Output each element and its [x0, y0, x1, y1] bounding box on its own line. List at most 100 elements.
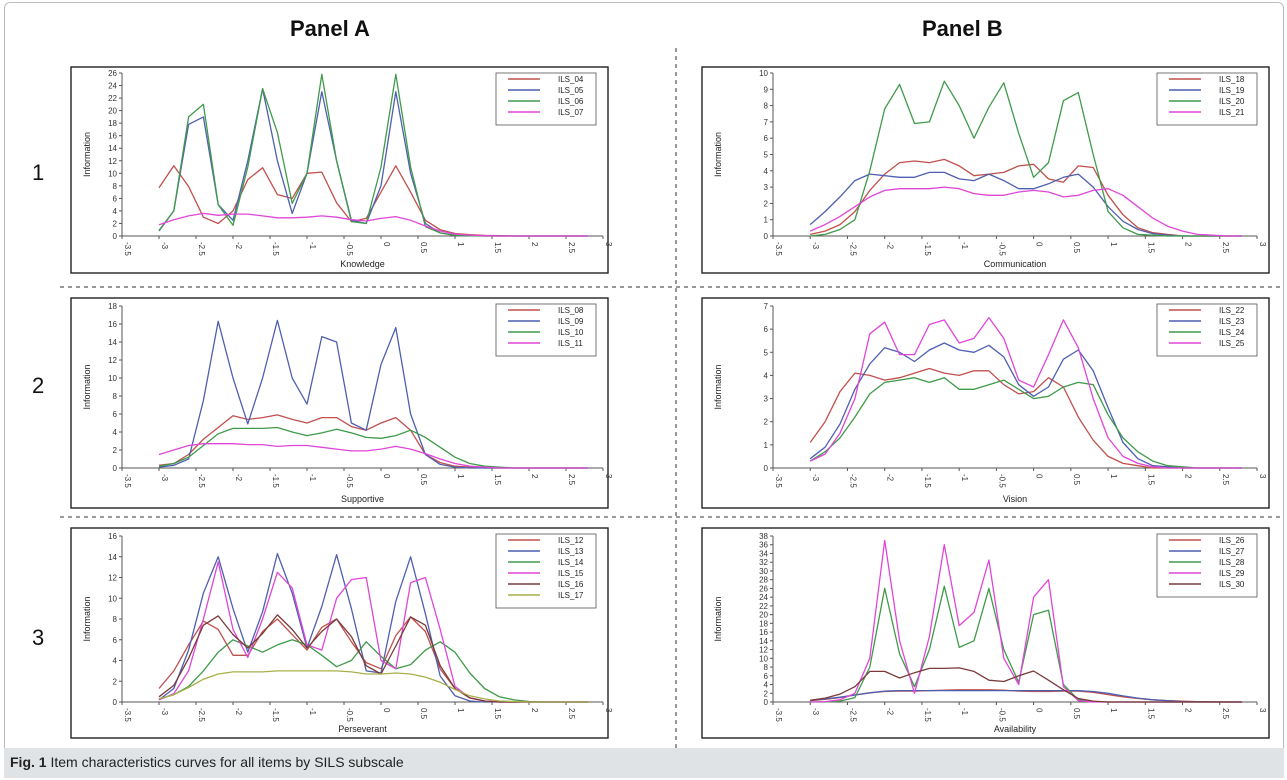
y-tick-label: 18 — [759, 619, 768, 628]
x-tick-label: -1 — [308, 474, 317, 482]
x-tick-label: 2 — [1184, 242, 1193, 247]
legend-label: ILS_28 — [1219, 558, 1245, 567]
y-tick-label: 14 — [759, 637, 768, 646]
x-tick-label: -1.5 — [923, 474, 932, 488]
legend-label: ILS_30 — [1219, 580, 1245, 589]
y-tick-label: 12 — [108, 157, 117, 166]
x-tick-label: 1 — [456, 708, 465, 713]
y-tick-label: 0 — [113, 464, 118, 473]
chart-b3: 02468101214161820222426283032343638-3.5-… — [701, 527, 1270, 739]
x-tick-label: 0 — [382, 242, 391, 247]
y-axis-label: Information — [82, 132, 92, 177]
legend-label: ILS_13 — [558, 547, 584, 556]
legend-label: ILS_24 — [1219, 328, 1245, 337]
y-tick-label: 4 — [764, 371, 769, 380]
y-tick-label: 16 — [108, 320, 117, 329]
x-tick-label: 0 — [382, 474, 391, 479]
x-tick-label: -3.5 — [774, 474, 783, 488]
y-tick-label: 14 — [108, 144, 117, 153]
y-tick-label: 34 — [759, 549, 768, 558]
x-tick-label: 2.5 — [567, 474, 576, 486]
series-line-ils_20 — [810, 80, 1243, 237]
x-tick-label: -3 — [160, 242, 169, 250]
y-tick-label: 2 — [764, 418, 769, 427]
row-label-3: 3 — [32, 625, 45, 650]
legend-label: ILS_04 — [558, 75, 584, 84]
legend-label: ILS_17 — [558, 591, 584, 600]
legend-box — [1156, 303, 1258, 357]
legend-label: ILS_06 — [558, 97, 584, 106]
x-axis-label: Knowledge — [340, 259, 385, 269]
x-tick-label: -2 — [234, 242, 243, 250]
y-tick-label: 10 — [108, 169, 117, 178]
series-line-ils_27 — [810, 689, 1243, 703]
y-tick-label: 4 — [764, 167, 769, 176]
caption-text: Item characteristics curves for all item… — [50, 754, 404, 770]
x-tick-label: 1.5 — [1146, 474, 1155, 486]
x-tick-label: -1.5 — [271, 474, 280, 488]
x-tick-label: 3 — [604, 474, 613, 479]
y-axis-label: Information — [82, 596, 92, 641]
x-tick-label: 1 — [1109, 242, 1118, 247]
legend-label: ILS_23 — [1219, 317, 1245, 326]
x-tick-label: -2.5 — [848, 708, 857, 722]
y-axis-label: Information — [713, 364, 723, 409]
x-tick-label: -0.5 — [345, 708, 354, 722]
series-line-ils_24 — [809, 377, 1243, 469]
y-tick-label: 30 — [759, 567, 768, 576]
y-tick-label: 8 — [764, 663, 769, 672]
x-tick-label: -2.5 — [848, 242, 857, 256]
y-tick-label: 0 — [764, 464, 769, 473]
y-tick-label: 12 — [108, 574, 117, 583]
x-tick-label: -3.5 — [774, 708, 783, 722]
x-tick-label: 2 — [1184, 708, 1193, 713]
x-tick-label: 0.5 — [419, 242, 428, 254]
x-axis-label: Communication — [984, 259, 1047, 269]
x-tick-label: 1 — [1109, 474, 1118, 479]
x-tick-label: -3.5 — [123, 474, 132, 488]
x-axis-label: Vision — [1003, 494, 1027, 504]
legend-label: ILS_19 — [1219, 86, 1245, 95]
y-tick-label: 6 — [113, 636, 118, 645]
chart-b2: 0 1 2 3 4 5 6 7 -3.5 -3 -2.5 -2 -1.5 -1 -0.5 0 0.5 1 1.5 2 2… — [701, 297, 1270, 509]
legend-box — [1156, 72, 1258, 126]
x-tick-label: -1.5 — [271, 708, 280, 722]
legend-label: ILS_18 — [1219, 75, 1245, 84]
x-tick-label: 0.5 — [1072, 474, 1081, 486]
series-line-ils_21 — [809, 186, 1243, 237]
x-tick-label: -1 — [960, 474, 969, 482]
legend-label: ILS_29 — [1219, 569, 1245, 578]
x-tick-label: 0.5 — [419, 708, 428, 720]
y-tick-label: 2 — [113, 446, 118, 455]
y-tick-label: 4 — [113, 657, 118, 666]
y-tick-label: 8 — [113, 182, 118, 191]
x-tick-label: 2.5 — [1221, 242, 1230, 254]
y-tick-label: 10 — [759, 654, 768, 663]
x-tick-label: -1 — [308, 708, 317, 716]
x-tick-label: -1.5 — [923, 242, 932, 256]
x-tick-label: 0.5 — [1072, 708, 1081, 720]
y-tick-label: 20 — [759, 611, 768, 620]
x-tick-label: -3.5 — [774, 242, 783, 256]
y-tick-label: 2 — [764, 689, 769, 698]
series-line-ils_11 — [158, 443, 589, 469]
x-tick-label: -0.5 — [997, 242, 1006, 256]
x-tick-label: -2.5 — [197, 242, 206, 256]
y-tick-label: 36 — [759, 541, 768, 550]
legend-label: ILS_27 — [1219, 547, 1245, 556]
y-tick-label: 0 — [764, 698, 769, 707]
x-tick-label: 2.5 — [567, 708, 576, 720]
x-tick-label: 2.5 — [567, 242, 576, 254]
row-label-2: 2 — [32, 373, 45, 398]
legend-label: ILS_14 — [558, 558, 584, 567]
y-tick-label: 7 — [764, 118, 769, 127]
legend-label: ILS_07 — [558, 108, 584, 117]
y-tick-label: 8 — [764, 102, 769, 111]
caption-label: Fig. 1 — [10, 754, 47, 770]
caption-bar — [4, 748, 1284, 778]
y-tick-label: 16 — [108, 532, 117, 541]
x-tick-label: -2 — [234, 474, 243, 482]
